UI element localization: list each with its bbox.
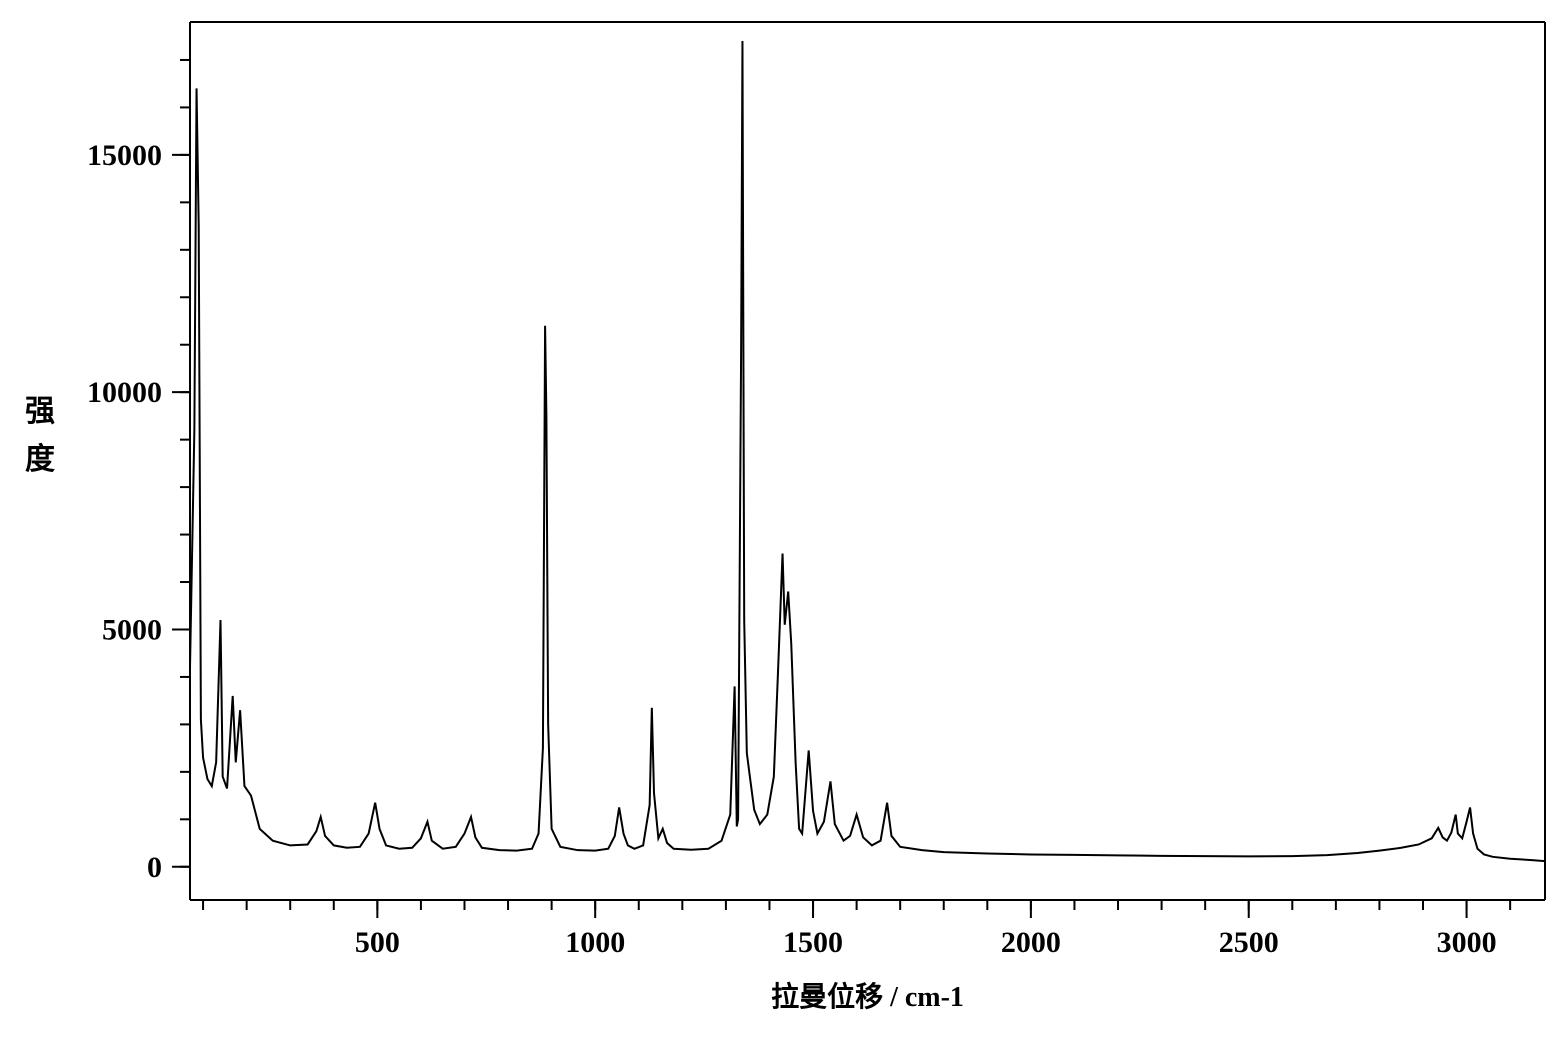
- y-axis-label-char: 强: [25, 395, 55, 428]
- chart-svg: 500 1000 1500 2000 2500 3000 0 5000 10000 15000 拉曼…: [0, 0, 1567, 1046]
- x-axis-label: 拉曼位移 / cm-1: [771, 980, 964, 1013]
- y-tick-label: 10000: [87, 376, 162, 409]
- raman-spectrum-chart: 500 1000 1500 2000 2500 3000 0 5000 10000 15000 拉曼…: [0, 0, 1567, 1046]
- x-tick-label: 2000: [1001, 926, 1061, 959]
- y-tick-label: 5000: [102, 613, 162, 646]
- y-axis-label-char: 度: [25, 443, 55, 476]
- x-tick-label: 500: [355, 926, 400, 959]
- x-tick-label: 2500: [1219, 926, 1279, 959]
- x-tick-label: 1000: [565, 926, 625, 959]
- x-tick-label: 1500: [783, 926, 843, 959]
- x-tick-label: 3000: [1437, 926, 1497, 959]
- y-tick-label: 15000: [87, 139, 162, 172]
- y-tick-label: 0: [147, 851, 162, 884]
